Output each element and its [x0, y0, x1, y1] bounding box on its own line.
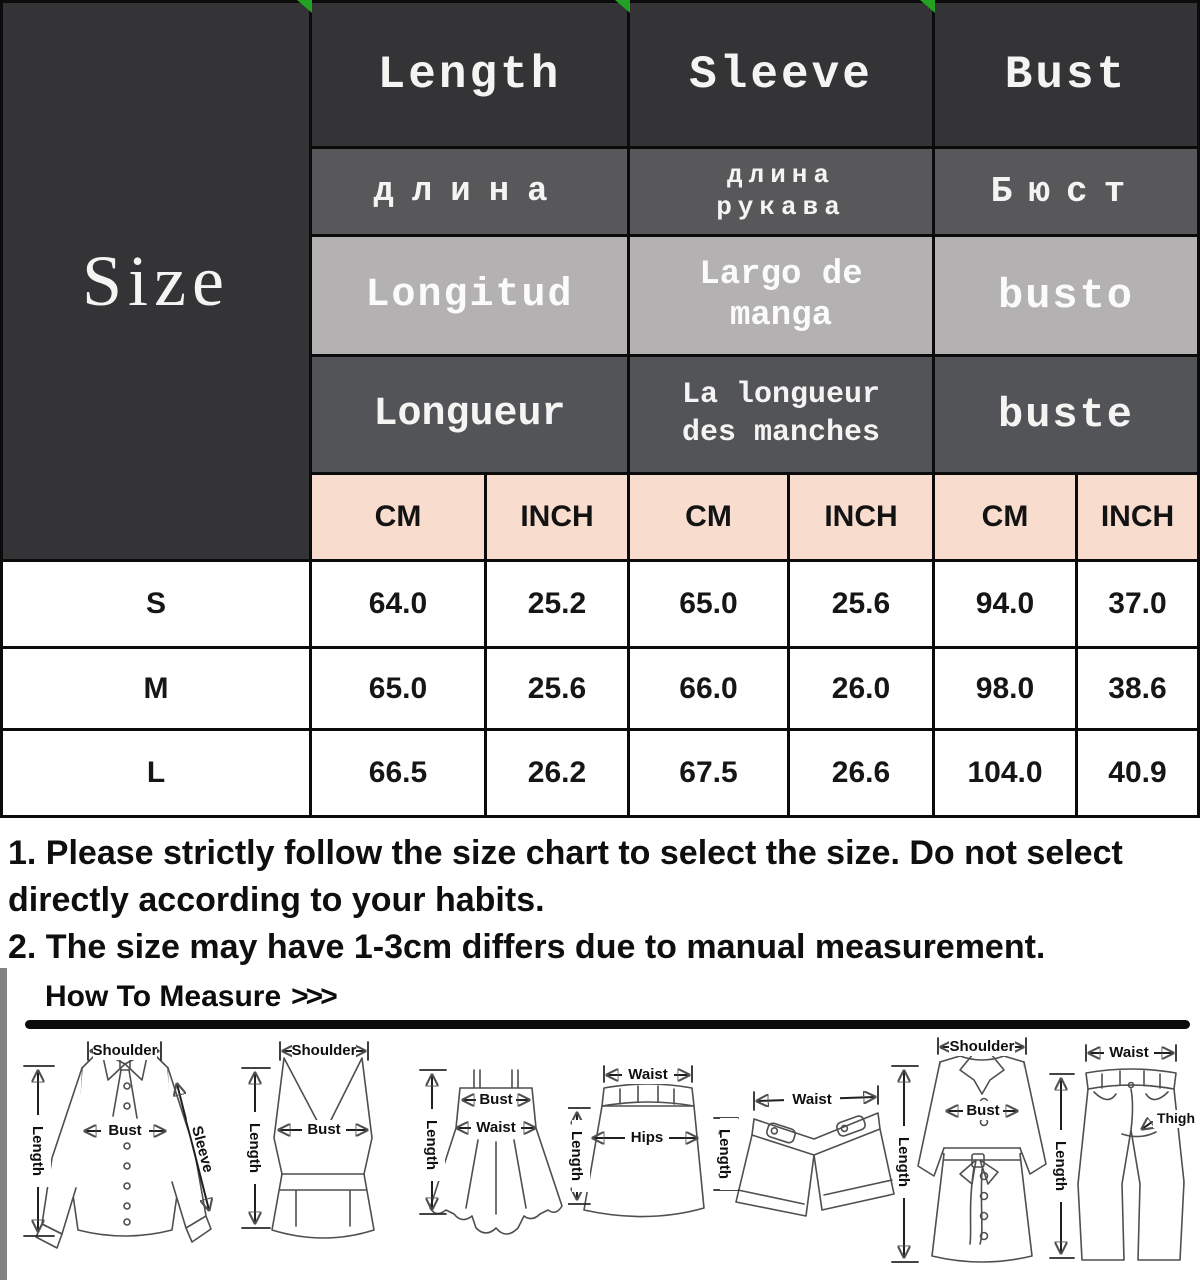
shorts-measure-diagram: Waist Length — [713, 1085, 895, 1217]
row-l-v4: 104.0 — [935, 731, 1075, 815]
skirt-measure-diagram: Waist Hips Length — [568, 1065, 705, 1218]
dress-waist-label: Waist — [476, 1119, 515, 1136]
coat-length-label: Length — [895, 1137, 912, 1187]
fr-length: Longueur — [312, 357, 627, 472]
skirt-hips-label: Hips — [631, 1129, 664, 1146]
vest-measure-diagram: Shoulder Length Bust — [241, 1041, 375, 1239]
ru-sleeve: длина рукава — [630, 149, 932, 234]
pants-measure-diagram: Waist Thigh Length — [1049, 1044, 1199, 1261]
header-sleeve: Sleeve — [630, 3, 932, 146]
fr-sleeve-text: La longueur des manches — [681, 378, 881, 450]
unit-sleeve-in: INCH — [790, 475, 932, 559]
dress-bust-label: Bust — [479, 1091, 512, 1108]
row-m-v4: 98.0 — [935, 649, 1075, 728]
fr-sleeve: La longueur des manches — [630, 357, 932, 472]
left-edge-strip — [0, 968, 7, 1280]
row-m-v1: 25.6 — [487, 649, 627, 728]
unit-bust-in: INCH — [1078, 475, 1197, 559]
row-s-v5: 37.0 — [1078, 562, 1197, 646]
skirt-waist-label: Waist — [628, 1066, 667, 1083]
row-l-v3: 26.6 — [790, 731, 932, 815]
dress-measure-diagram: Bust Waist Length — [419, 1069, 563, 1235]
chevrons-icon: >>> — [291, 980, 338, 1013]
pants-length-label: Length — [1052, 1141, 1069, 1191]
divider-rule — [25, 1020, 1190, 1029]
size-table: Size Length Sleeve Bust длина длина рука… — [0, 0, 1200, 818]
blouse-measure-diagram: Shoulder Length Bust Sleeve — [23, 1041, 221, 1249]
size-corner-cell: Size — [3, 3, 309, 559]
unit-bust-cm: CM — [935, 475, 1075, 559]
blouse-shoulder-label: Shoulder — [92, 1042, 157, 1059]
size-notes: 1. Please strictly follow the size chart… — [8, 830, 1183, 971]
coat-measure-diagram: Shoulder Bust Length — [891, 1037, 1047, 1263]
fr-bust: buste — [935, 357, 1197, 472]
row-l-v2: 67.5 — [630, 731, 787, 815]
vest-shoulder-label: Shoulder — [291, 1042, 356, 1059]
header-bust: Bust — [935, 3, 1197, 146]
row-m-v3: 26.0 — [790, 649, 932, 728]
row-s-v3: 25.6 — [790, 562, 932, 646]
unit-length-in: INCH — [487, 475, 627, 559]
pants-waist-label: Waist — [1109, 1044, 1148, 1061]
row-s-label: S — [3, 562, 309, 646]
header-length: Length — [312, 3, 627, 146]
shorts-length-label: Length — [716, 1129, 733, 1179]
vest-bust-label: Bust — [307, 1121, 340, 1138]
row-s-v2: 65.0 — [630, 562, 787, 646]
row-s-v4: 94.0 — [935, 562, 1075, 646]
coat-shoulder-label: Shoulder — [949, 1038, 1014, 1055]
coat-bust-label: Bust — [966, 1102, 999, 1119]
how-to-measure-heading: How To Measure >>> — [45, 980, 338, 1014]
es-sleeve-text: Largo de manga — [699, 255, 863, 335]
row-m-v0: 65.0 — [312, 649, 484, 728]
row-m-label: M — [3, 649, 309, 728]
ru-length: длина — [312, 149, 627, 234]
es-bust: busto — [935, 237, 1197, 354]
shorts-waist-label: Waist — [792, 1091, 831, 1108]
pants-thigh-label: Thigh — [1157, 1110, 1195, 1126]
es-sleeve: Largo de manga — [630, 237, 932, 354]
row-s-v0: 64.0 — [312, 562, 484, 646]
blouse-bust-label: Bust — [108, 1122, 141, 1139]
row-s-v1: 25.2 — [487, 562, 627, 646]
note-2: 2. The size may have 1-3cm differs due t… — [8, 927, 1046, 966]
dress-length-label: Length — [423, 1120, 440, 1170]
es-length: Longitud — [312, 237, 627, 354]
row-l-label: L — [3, 731, 309, 815]
row-l-v5: 40.9 — [1078, 731, 1197, 815]
how-to-measure-title: How To Measure — [45, 980, 282, 1013]
row-l-v1: 26.2 — [487, 731, 627, 815]
row-l-v0: 66.5 — [312, 731, 484, 815]
vest-length-label: Length — [246, 1123, 263, 1173]
note-1: 1. Please strictly follow the size chart… — [8, 834, 1123, 919]
row-m-v2: 66.0 — [630, 649, 787, 728]
skirt-length-label: Length — [568, 1131, 585, 1181]
blouse-length-label: Length — [29, 1126, 46, 1176]
unit-length-cm: CM — [312, 475, 484, 559]
unit-sleeve-cm: CM — [630, 475, 787, 559]
ru-sleeve-text: длина рукава — [716, 160, 846, 222]
ru-bust: Бюст — [935, 149, 1197, 234]
row-m-v5: 38.6 — [1078, 649, 1197, 728]
